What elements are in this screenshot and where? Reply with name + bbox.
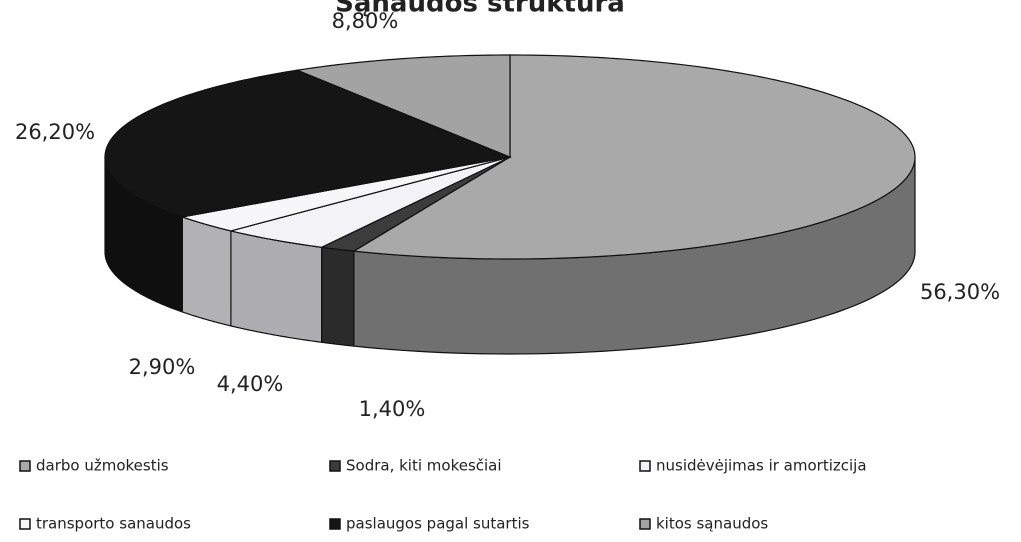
legend-swatch bbox=[329, 460, 341, 472]
legend-swatch bbox=[19, 518, 31, 530]
pie-slice bbox=[295, 54, 511, 158]
pie-slice bbox=[230, 156, 511, 248]
data-label: 4,40% bbox=[217, 372, 284, 396]
legend-swatch bbox=[19, 460, 31, 472]
legend-swatch bbox=[329, 518, 341, 530]
legend-label: darbo užmokestis bbox=[36, 457, 169, 475]
pie-slice bbox=[104, 69, 513, 218]
pie-side bbox=[230, 230, 323, 343]
pie-side bbox=[321, 246, 355, 347]
data-label: 8,80% bbox=[332, 9, 399, 33]
legend-swatch bbox=[639, 518, 651, 530]
pie-slice bbox=[351, 54, 916, 260]
legend-swatch bbox=[639, 460, 651, 472]
data-label: 1,40% bbox=[359, 397, 426, 421]
data-label: 26,20% bbox=[15, 120, 95, 144]
legend-label: transporto sanaudos bbox=[36, 515, 191, 533]
data-label: 2,90% bbox=[129, 355, 196, 379]
legend-label: Sodra, kiti mokesčiai bbox=[346, 457, 502, 475]
legend-label: paslaugos pagal sutartis bbox=[346, 515, 530, 533]
legend-label: kitos sąnaudos bbox=[656, 515, 768, 533]
chart-title: Sąnaudos struktūra bbox=[335, 0, 625, 19]
pie-slice bbox=[179, 156, 511, 232]
data-label: 56,30% bbox=[920, 280, 1000, 304]
pie-side bbox=[181, 216, 232, 327]
legend-label: nusidėvėjimas ir amortizcija bbox=[656, 457, 867, 475]
